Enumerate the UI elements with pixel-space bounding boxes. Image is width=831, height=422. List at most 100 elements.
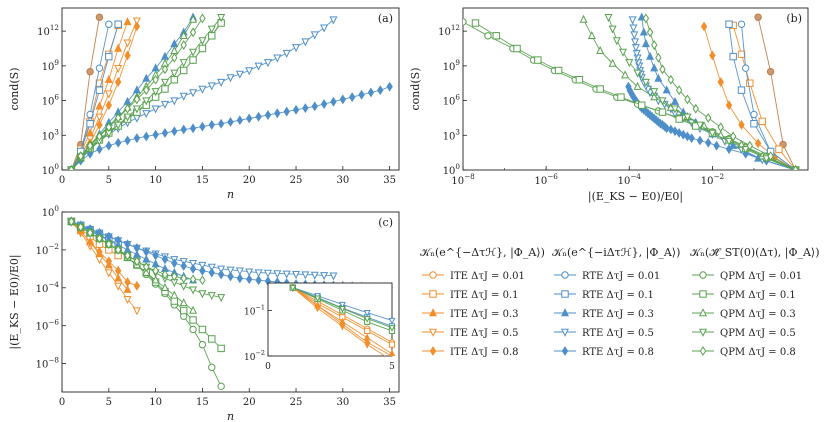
y-tick-label: 10−1 <box>244 303 265 317</box>
data-point-ite <box>746 79 754 87</box>
data-point-rte <box>246 113 253 124</box>
legend-label: QPM ΔτJ = 0.1 <box>720 290 796 301</box>
legend-marker <box>561 290 569 298</box>
legend-header-rte: 𝒦ₙ(e^{−iΔτℋ}, |Φ_A⟩) <box>552 246 680 260</box>
legend-label: RTE ΔτJ = 0.8 <box>582 347 654 358</box>
data-point-qpm <box>289 284 297 292</box>
data-point-ite <box>95 113 104 122</box>
data-point-ite <box>95 13 104 21</box>
x-tick-label: 5 <box>106 175 112 186</box>
legend-marker <box>428 328 438 337</box>
data-point-qpm <box>171 52 178 63</box>
data-point-qpm <box>575 76 584 84</box>
x-tick-label: 20 <box>243 175 256 186</box>
data-point-rte <box>631 38 640 47</box>
data-point-rte <box>662 85 671 94</box>
data-point-rte <box>189 89 198 98</box>
data-point-rte <box>713 140 720 151</box>
data-point-qpm <box>650 92 659 101</box>
data-point-rte <box>207 82 216 91</box>
data-point-ite <box>114 77 122 87</box>
data-point-qpm <box>105 239 113 250</box>
data-point-rte <box>124 239 131 250</box>
data-point-qpm <box>96 131 103 142</box>
data-point-rte <box>625 81 632 92</box>
data-point-qpm <box>741 145 750 154</box>
x-tick-label: 10−8 <box>451 172 475 187</box>
data-point-rte <box>292 104 300 115</box>
data-point-qpm <box>554 66 563 75</box>
data-point-ite <box>133 21 141 32</box>
data-point-rte <box>124 135 131 146</box>
data-point-ite <box>766 67 775 76</box>
data-point-rte <box>199 265 206 276</box>
data-point-rte <box>227 271 234 282</box>
legend-marker <box>429 290 437 298</box>
data-point-qpm <box>152 74 159 85</box>
data-point-qpm <box>463 18 467 26</box>
data-point-rte <box>133 243 141 253</box>
data-point-rte <box>95 64 104 72</box>
data-point-rte <box>301 38 310 47</box>
data-point-ite <box>124 50 131 61</box>
legend-label: QPM ΔτJ = 0.5 <box>720 328 796 339</box>
data-point-rte <box>133 133 141 144</box>
data-point-qpm <box>180 40 187 50</box>
data-point-ite <box>114 282 123 291</box>
data-point-ite <box>96 119 103 130</box>
series-layer <box>463 12 800 170</box>
data-point-qpm <box>160 282 169 291</box>
data-point-rte <box>330 96 337 107</box>
y-tick-label: 10−8 <box>36 356 60 371</box>
data-point-qpm <box>123 113 132 122</box>
legend-label: QPM ΔτJ = 0.3 <box>720 309 796 320</box>
data-point-qpm <box>199 275 206 286</box>
data-point-rte <box>226 74 235 83</box>
data-point-qpm <box>114 113 122 123</box>
data-point-qpm <box>198 290 207 299</box>
y-tick-label: 10−6 <box>36 318 60 333</box>
data-point-rte <box>367 87 375 98</box>
x-tick-label: 10−2 <box>701 172 724 187</box>
data-point-qpm <box>619 48 628 57</box>
data-point-ite <box>709 50 716 61</box>
y-tick-label: 1012 <box>438 23 460 38</box>
data-point-rte <box>236 273 244 284</box>
axes-frame <box>61 7 400 171</box>
data-point-rte <box>86 120 94 128</box>
data-point-qpm <box>767 151 774 162</box>
data-point-qpm <box>579 14 588 23</box>
legend-label: ITE ΔτJ = 0.5 <box>450 328 519 339</box>
data-point-rte <box>198 261 207 270</box>
data-point-qpm <box>633 69 642 78</box>
data-point-rte <box>274 108 281 119</box>
data-point-rte <box>96 144 103 155</box>
data-point-ite <box>86 67 94 76</box>
data-point-qpm <box>151 88 160 97</box>
legend-label: ITE ΔτJ = 0.01 <box>450 271 525 282</box>
data-point-ite <box>339 319 345 329</box>
y-tick-label: 10−4 <box>36 280 60 295</box>
x-axis-label: n <box>227 410 234 422</box>
data-point-qpm <box>655 52 662 63</box>
data-point-qpm <box>646 27 654 38</box>
data-point-rte <box>338 301 346 309</box>
data-point-qpm <box>152 265 159 276</box>
data-point-qpm <box>725 137 734 146</box>
data-point-rte <box>388 317 396 325</box>
data-point-rte <box>386 81 393 92</box>
x-tick-label: 15 <box>196 175 209 186</box>
data-point-qpm <box>792 165 799 170</box>
legend-label: ITE ΔτJ = 0.8 <box>450 347 519 358</box>
y-tick-label: 109 <box>42 58 60 73</box>
data-point-rte <box>650 63 659 72</box>
panel-label: (c) <box>378 216 393 229</box>
data-point-rte <box>217 265 226 274</box>
data-point-rte <box>302 103 309 114</box>
data-point-rte <box>180 261 187 271</box>
data-point-qpm <box>208 363 216 372</box>
data-point-ite <box>717 77 724 87</box>
data-point-rte <box>246 274 253 285</box>
data-point-qpm <box>651 40 658 50</box>
legend-header-ite: 𝒦ₙ(e^{−Δτℋ}, |Φ_A⟩) <box>420 246 545 260</box>
